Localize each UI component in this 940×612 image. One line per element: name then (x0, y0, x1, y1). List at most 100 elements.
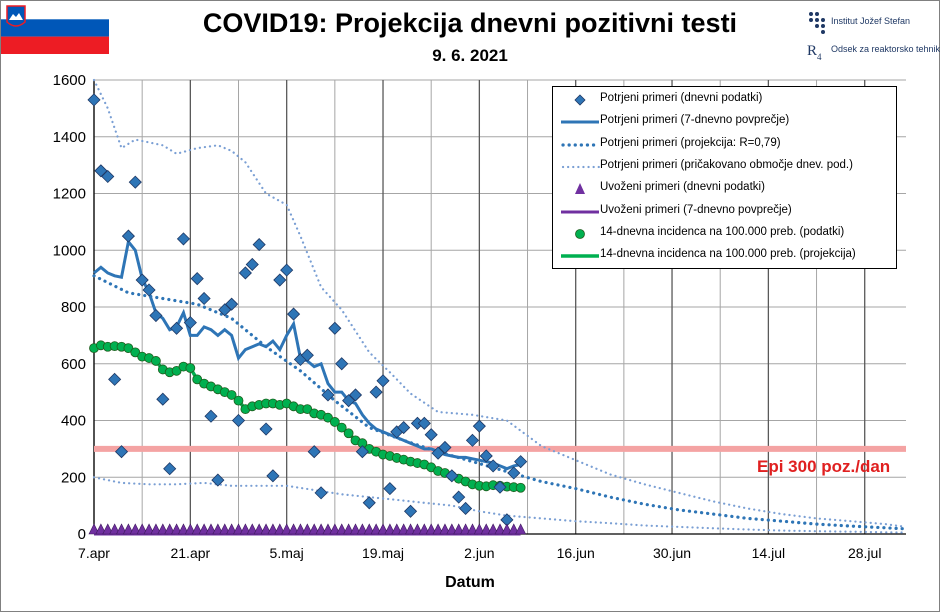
incidence-point (329, 417, 340, 427)
daily-cases-point (245, 257, 259, 272)
imported-point (184, 523, 196, 535)
legend-item: Potrjeni primeri (dnevni podatki) (553, 89, 896, 111)
imported-point (501, 523, 513, 535)
daily-cases-point (273, 273, 287, 287)
legend-label: Potrjeni primeri (pričakovano območje dn… (600, 158, 853, 171)
imported-point (308, 523, 320, 535)
daily-cases-point (459, 501, 473, 516)
legend-symbol (561, 165, 601, 168)
imported-point (377, 523, 389, 535)
imported-point (102, 523, 114, 535)
ijs-logo: Institut Jožef Stefan (805, 10, 935, 36)
legend-symbol (574, 94, 586, 106)
legend-symbol (575, 183, 585, 195)
y-tick-label: 400 (61, 413, 86, 430)
epi-threshold-label: Epi 300 poz./dan (757, 457, 891, 476)
y-tick-label: 1200 (53, 186, 86, 203)
daily-cases-point (170, 321, 184, 335)
imported-point (177, 523, 189, 535)
imported-point (109, 523, 121, 535)
daily-cases-point (108, 372, 122, 386)
imported-point (439, 523, 451, 535)
imported-point (198, 523, 210, 535)
legend-item: Uvoženi primeri (7-dnevno povprečje) (553, 201, 896, 223)
daily-cases-point (101, 169, 115, 184)
legend-label: Potrjeni primeri (dnevni podatki) (600, 92, 763, 104)
daily-cases-point (204, 409, 218, 423)
imported-point (122, 523, 134, 535)
x-tick-label: 5.maj (270, 545, 304, 561)
incidence-point (185, 363, 196, 373)
x-tick-label: 14.jul (752, 545, 785, 561)
imported-point (515, 523, 527, 535)
daily-cases-point (252, 238, 266, 252)
x-tick-label: 2.jun (464, 545, 494, 561)
daily-cases-point (307, 445, 321, 459)
imported-point (350, 523, 361, 535)
daily-cases-point (314, 486, 328, 500)
ijs-name: Institut Jožef Stefan (831, 16, 911, 26)
imported-point (129, 523, 141, 535)
imported-point (116, 523, 128, 535)
imported-point (466, 523, 478, 535)
imported-point (233, 523, 244, 535)
daily-cases-point (286, 307, 301, 321)
legend-symbol (561, 142, 601, 147)
x-tick-label: 28.jul (848, 545, 881, 561)
daily-cases-point (211, 473, 225, 487)
daily-cases-point (424, 428, 438, 442)
daily-cases-point (238, 266, 252, 280)
y-tick-label: 1600 (53, 72, 86, 89)
imported-point (294, 523, 306, 535)
imported-point (288, 523, 300, 535)
daily-cases-point (335, 357, 349, 371)
imported-point (143, 523, 155, 535)
imported-point (363, 523, 375, 535)
legend-label: Potrjeni primeri (projekcija: R=0,79) (600, 136, 781, 149)
imported-point (239, 523, 251, 535)
daily-cases-point (231, 413, 246, 428)
daily-cases-point (197, 291, 211, 306)
legend-symbol (561, 210, 599, 213)
imported-point (253, 523, 265, 535)
daily-cases-point (114, 445, 129, 459)
imported-point (226, 523, 238, 535)
series-layer (87, 78, 908, 536)
daily-cases-point (417, 416, 431, 430)
daily-cases-point (321, 388, 335, 402)
projection-line (92, 274, 908, 531)
daily-cases-point (452, 490, 466, 504)
y-tick-label: 1400 (53, 129, 86, 146)
r4-department: Odsek za reaktorsko tehniko (831, 44, 940, 54)
daily-cases-point (266, 469, 280, 483)
imported-point (281, 523, 293, 535)
daily-cases-point (355, 445, 369, 459)
imported-point (398, 523, 410, 535)
daily-cases-point (280, 263, 294, 277)
daily-cases-point (514, 455, 528, 469)
imported-point (267, 523, 279, 535)
legend-item: Potrjeni primeri (7-dnevno povprečje) (553, 111, 896, 133)
imported-point (274, 523, 286, 535)
daily-cases-point (348, 388, 363, 402)
imported-point (246, 523, 258, 535)
daily-cases-point (479, 449, 493, 463)
imported-point (212, 523, 224, 535)
daily-cases-point (403, 504, 418, 518)
legend-diamond-icon (574, 94, 586, 106)
x-tick-label: 30.jun (653, 545, 691, 561)
incidence-point (151, 356, 161, 366)
y-tick-label: 600 (61, 356, 86, 373)
r4-icon: R 4 (807, 43, 822, 62)
imported-point (370, 523, 382, 535)
imported-point (315, 523, 327, 535)
imported-point (336, 523, 348, 535)
svg-text:R: R (807, 43, 817, 59)
legend-symbol (561, 120, 599, 124)
imported-point (150, 523, 162, 535)
daily-cases-point (369, 385, 383, 399)
daily-cases-point (176, 232, 191, 246)
imported-point (205, 523, 217, 535)
imported-point (473, 523, 485, 535)
imported-point (219, 523, 231, 535)
